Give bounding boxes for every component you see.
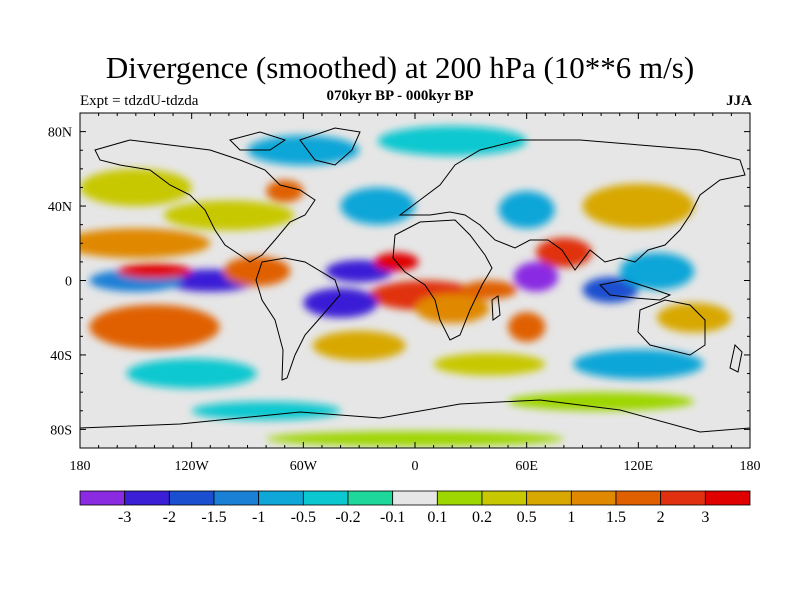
colorbar-label: 0.5 — [517, 509, 537, 526]
lat-label: 0 — [65, 275, 72, 290]
field-region-17 — [498, 191, 555, 229]
field-region-32 — [266, 431, 564, 447]
colorbar-label: -0.5 — [291, 509, 316, 526]
colorbar-swatch — [704, 490, 751, 506]
coastline-madagascar — [491, 295, 501, 321]
field-region-8 — [513, 261, 559, 292]
colorbar-swatch — [347, 490, 394, 506]
experiment-label: Expt = tdzdU-tdzda — [80, 93, 199, 109]
field-region-18 — [582, 183, 695, 229]
colorbar-swatch — [615, 490, 662, 506]
latitude-labels: 80N 40N 0 40S 80S — [48, 126, 72, 439]
field-region-11 — [619, 252, 695, 290]
colorbar-swatch — [79, 490, 126, 506]
colorbar-label: 1.5 — [606, 509, 626, 526]
coastline-eurasia — [398, 139, 746, 271]
colorbar-labels: -3 -2 -1.5 -1 -0.5 -0.2 -0.1 0.1 0.2 0.5 1 1.5 2 3 — [118, 509, 709, 526]
colorbar-label: -1.5 — [201, 509, 226, 526]
coastline-antarctica — [80, 399, 750, 433]
coastline-new-zealand — [729, 343, 743, 373]
lat-label: 40N — [48, 200, 72, 215]
lon-label: 180 — [740, 459, 761, 474]
colorbar-label: -3 — [118, 509, 131, 526]
lat-label: 80N — [48, 126, 72, 141]
coastline-south-america — [255, 257, 341, 381]
field-region-19 — [80, 168, 192, 207]
colorbar-label: -0.1 — [380, 509, 405, 526]
period-label: 070kyr BP - 000kyr BP — [326, 88, 474, 104]
field-region-31 — [191, 401, 341, 421]
lon-label: 60E — [515, 459, 538, 474]
colorbar-swatch — [570, 490, 617, 506]
field-region-3 — [89, 304, 220, 350]
colorbar-label: 3 — [701, 509, 709, 526]
colorbar-swatch — [436, 490, 483, 506]
field-region-15 — [266, 180, 304, 203]
colorbar-swatch — [258, 490, 304, 506]
colorbar-label: -2 — [163, 509, 176, 526]
field-region-5 — [325, 260, 393, 283]
map-title: Divergence (smoothed) at 200 hPa (10**6 … — [105, 50, 695, 85]
colorbar-label: 1 — [567, 509, 575, 526]
lon-label: 120W — [175, 459, 210, 474]
lon-label: 60W — [290, 459, 318, 474]
coastline-greenland — [299, 127, 361, 166]
colorbar-label: 0.2 — [472, 509, 492, 526]
divergence-field — [80, 126, 732, 447]
coastline-africa — [392, 219, 493, 341]
colorbar-swatch — [481, 490, 528, 506]
field-region-29 — [461, 280, 518, 300]
colorbar-label: -1 — [252, 509, 265, 526]
field-region-22 — [126, 358, 257, 389]
field-region-23 — [433, 353, 546, 376]
coastline-north-america — [94, 139, 316, 263]
field-region-7 — [303, 287, 378, 318]
colorbar-swatch — [660, 490, 706, 506]
field-region-4 — [223, 256, 291, 287]
field-region-14 — [163, 200, 295, 231]
field-region-12 — [508, 312, 546, 342]
coastlines — [80, 127, 750, 433]
colorbar-swatch — [392, 490, 438, 506]
colorbar-label: -0.2 — [335, 509, 360, 526]
field-region-0 — [80, 228, 211, 259]
field-region-21 — [247, 135, 360, 166]
colorbar-swatch — [302, 490, 349, 506]
field-region-27 — [117, 263, 192, 279]
coastline-indonesia — [598, 279, 672, 301]
colorbar-label: 0.1 — [427, 509, 447, 526]
field-region-24 — [573, 349, 704, 380]
colorbar-swatch — [526, 490, 572, 506]
field-region-30 — [508, 392, 695, 411]
lon-label: 0 — [412, 459, 419, 474]
colorbar-swatch — [124, 490, 170, 506]
field-region-26 — [656, 302, 732, 333]
lon-label: 180 — [70, 459, 91, 474]
field-region-16 — [340, 187, 415, 225]
colorbar-label: 2 — [657, 509, 665, 526]
field-region-20 — [377, 126, 527, 156]
map-area — [79, 112, 751, 449]
field-region-25 — [312, 330, 406, 361]
coastline-arctic-islands — [229, 131, 287, 151]
colorbar — [79, 490, 751, 506]
longitude-labels: 180 120W 60W 0 60E 120E 180 — [70, 459, 761, 474]
lat-label: 40S — [50, 349, 72, 364]
colorbar-swatch — [213, 490, 260, 506]
colorbar-swatch — [168, 490, 215, 506]
field-region-13 — [415, 293, 490, 324]
axis-ticks — [79, 112, 751, 449]
lon-label: 120E — [624, 459, 654, 474]
coastline-australia — [637, 299, 706, 356]
lat-label: 80S — [50, 423, 72, 438]
season-label: JJA — [726, 93, 752, 109]
